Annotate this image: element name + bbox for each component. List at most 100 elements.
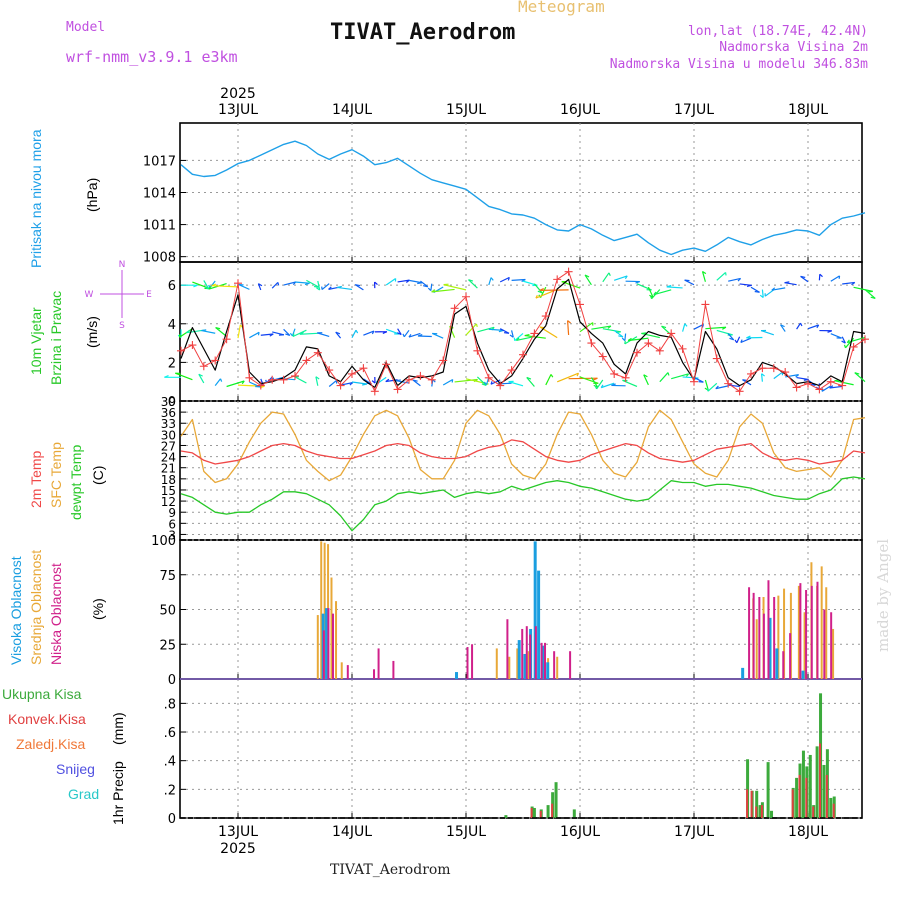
cloud-ytick-label: 25 <box>159 638 176 653</box>
wind-max-marker <box>462 292 470 301</box>
wind-max-marker <box>405 375 413 384</box>
temp-ytick-label: 18 <box>161 473 176 487</box>
wind-arrow <box>556 372 579 383</box>
precip-conv-bar <box>551 803 554 818</box>
wind-arrow-head <box>608 272 611 276</box>
wind-max-marker <box>325 366 334 375</box>
wind-max-marker <box>610 369 619 378</box>
wind-arrow-head <box>843 344 847 348</box>
model-name: wrf-nmm_v3.9.1 e3km <box>66 48 238 66</box>
temp-ytick-label: 33 <box>161 417 176 431</box>
wind-arrow-head <box>241 380 245 385</box>
precip-total-bar <box>815 746 819 818</box>
wind-arrow <box>584 274 592 286</box>
wind-arrow-head <box>201 329 207 332</box>
precip-label-4: Snijeg <box>56 761 95 777</box>
wind-arrow-head <box>698 381 704 383</box>
wind-arrow <box>454 378 478 383</box>
wind-arrow-head <box>799 322 803 327</box>
wind-arrow-head <box>490 381 493 385</box>
wind-arrow <box>249 331 260 339</box>
wind-arrow-head <box>594 385 598 390</box>
wind-arrow-head <box>800 275 806 279</box>
precip-total-bar <box>572 809 576 818</box>
wind-arrow <box>854 372 866 383</box>
wind-arrow-head <box>362 383 367 386</box>
wind-arrow <box>321 283 330 291</box>
wind-max-marker <box>336 381 345 390</box>
wind-arrow <box>864 289 876 299</box>
wind-arrow <box>442 378 454 386</box>
wind-arrow <box>511 278 526 281</box>
wind-arrow <box>628 337 649 342</box>
wind-arrow-head <box>412 379 418 382</box>
precip-conv-bar <box>530 807 533 818</box>
top-day-label: 13JUL <box>218 102 258 118</box>
wind-max-marker <box>313 348 322 357</box>
wind-max-marker <box>861 335 869 344</box>
wind-arrow <box>728 277 741 282</box>
wind-arrow-head <box>371 330 375 335</box>
wind-arrow <box>420 280 429 288</box>
wind-max-marker <box>382 360 391 369</box>
temp-ytick-label: 30 <box>161 428 176 442</box>
wind-arrow <box>682 323 686 332</box>
wind-arrow <box>283 328 291 336</box>
wind-arrow-head <box>771 287 776 291</box>
elevation: Nadmorska Visina 2m <box>719 40 868 55</box>
wind-arrow-head <box>829 385 834 389</box>
pressure-line <box>180 140 866 256</box>
wind-arrow-head <box>431 289 436 293</box>
temp-ytick-label: 12 <box>161 495 176 509</box>
wind-max-marker <box>256 381 265 390</box>
wind-max-marker <box>690 377 698 386</box>
wind-arrow-head <box>780 324 785 328</box>
wind-arrow <box>514 333 524 342</box>
wind-arrow <box>443 284 467 291</box>
wind-arrow <box>705 326 727 330</box>
wind-max-marker <box>302 356 311 365</box>
wind-arrow-head <box>810 383 816 386</box>
precip-conv-bar <box>760 805 763 818</box>
wind-arrow <box>293 375 307 384</box>
wind-arrow-head <box>600 384 604 388</box>
wind-arrow-head <box>539 288 544 291</box>
temp-ytick-label: 21 <box>161 462 176 476</box>
wind-max-marker <box>222 335 231 344</box>
wind-arrow-head <box>653 291 657 296</box>
wind-arrow <box>397 279 410 283</box>
wind-arrow <box>847 336 866 344</box>
wind-arrow-head <box>509 334 514 338</box>
wind-arrow <box>773 371 783 380</box>
model-label: Model <box>66 20 106 35</box>
wind-arrow <box>351 381 367 385</box>
wind-arrow <box>203 280 210 290</box>
wind-arrow <box>764 289 775 297</box>
wind-arrow <box>761 289 764 298</box>
wind-max-marker <box>359 364 368 373</box>
wind-arrow <box>596 379 604 390</box>
wind-arrow <box>701 271 706 282</box>
bottom-day-label: 14JUL <box>332 824 372 840</box>
cloud-ytick-label: 50 <box>159 604 176 619</box>
wind-max-marker <box>598 352 607 361</box>
wind-arrow-head <box>408 333 412 338</box>
wind-arrow <box>271 281 279 289</box>
wind-arrow <box>351 329 357 338</box>
wind-arrow-head <box>576 372 580 377</box>
wind-arrow <box>671 373 689 380</box>
cloud-ytick-label: 0 <box>168 673 176 688</box>
wind-arrow-head <box>204 286 210 290</box>
precip-conv-bar <box>832 803 835 818</box>
wind-arrow-head <box>208 285 212 290</box>
wind-arrow-head <box>349 382 354 386</box>
temp-ytick-label: 9 <box>168 506 176 520</box>
temp-ytick-label: 3 <box>168 528 176 542</box>
wind-max-marker <box>416 371 425 380</box>
wind-arrow-head <box>526 376 532 380</box>
wind-arrow <box>796 376 809 381</box>
wind-arrow <box>727 333 735 341</box>
wind-arrow-head <box>515 337 520 341</box>
wind-arrow-head <box>219 378 223 382</box>
wind-arrow-head <box>335 331 341 335</box>
